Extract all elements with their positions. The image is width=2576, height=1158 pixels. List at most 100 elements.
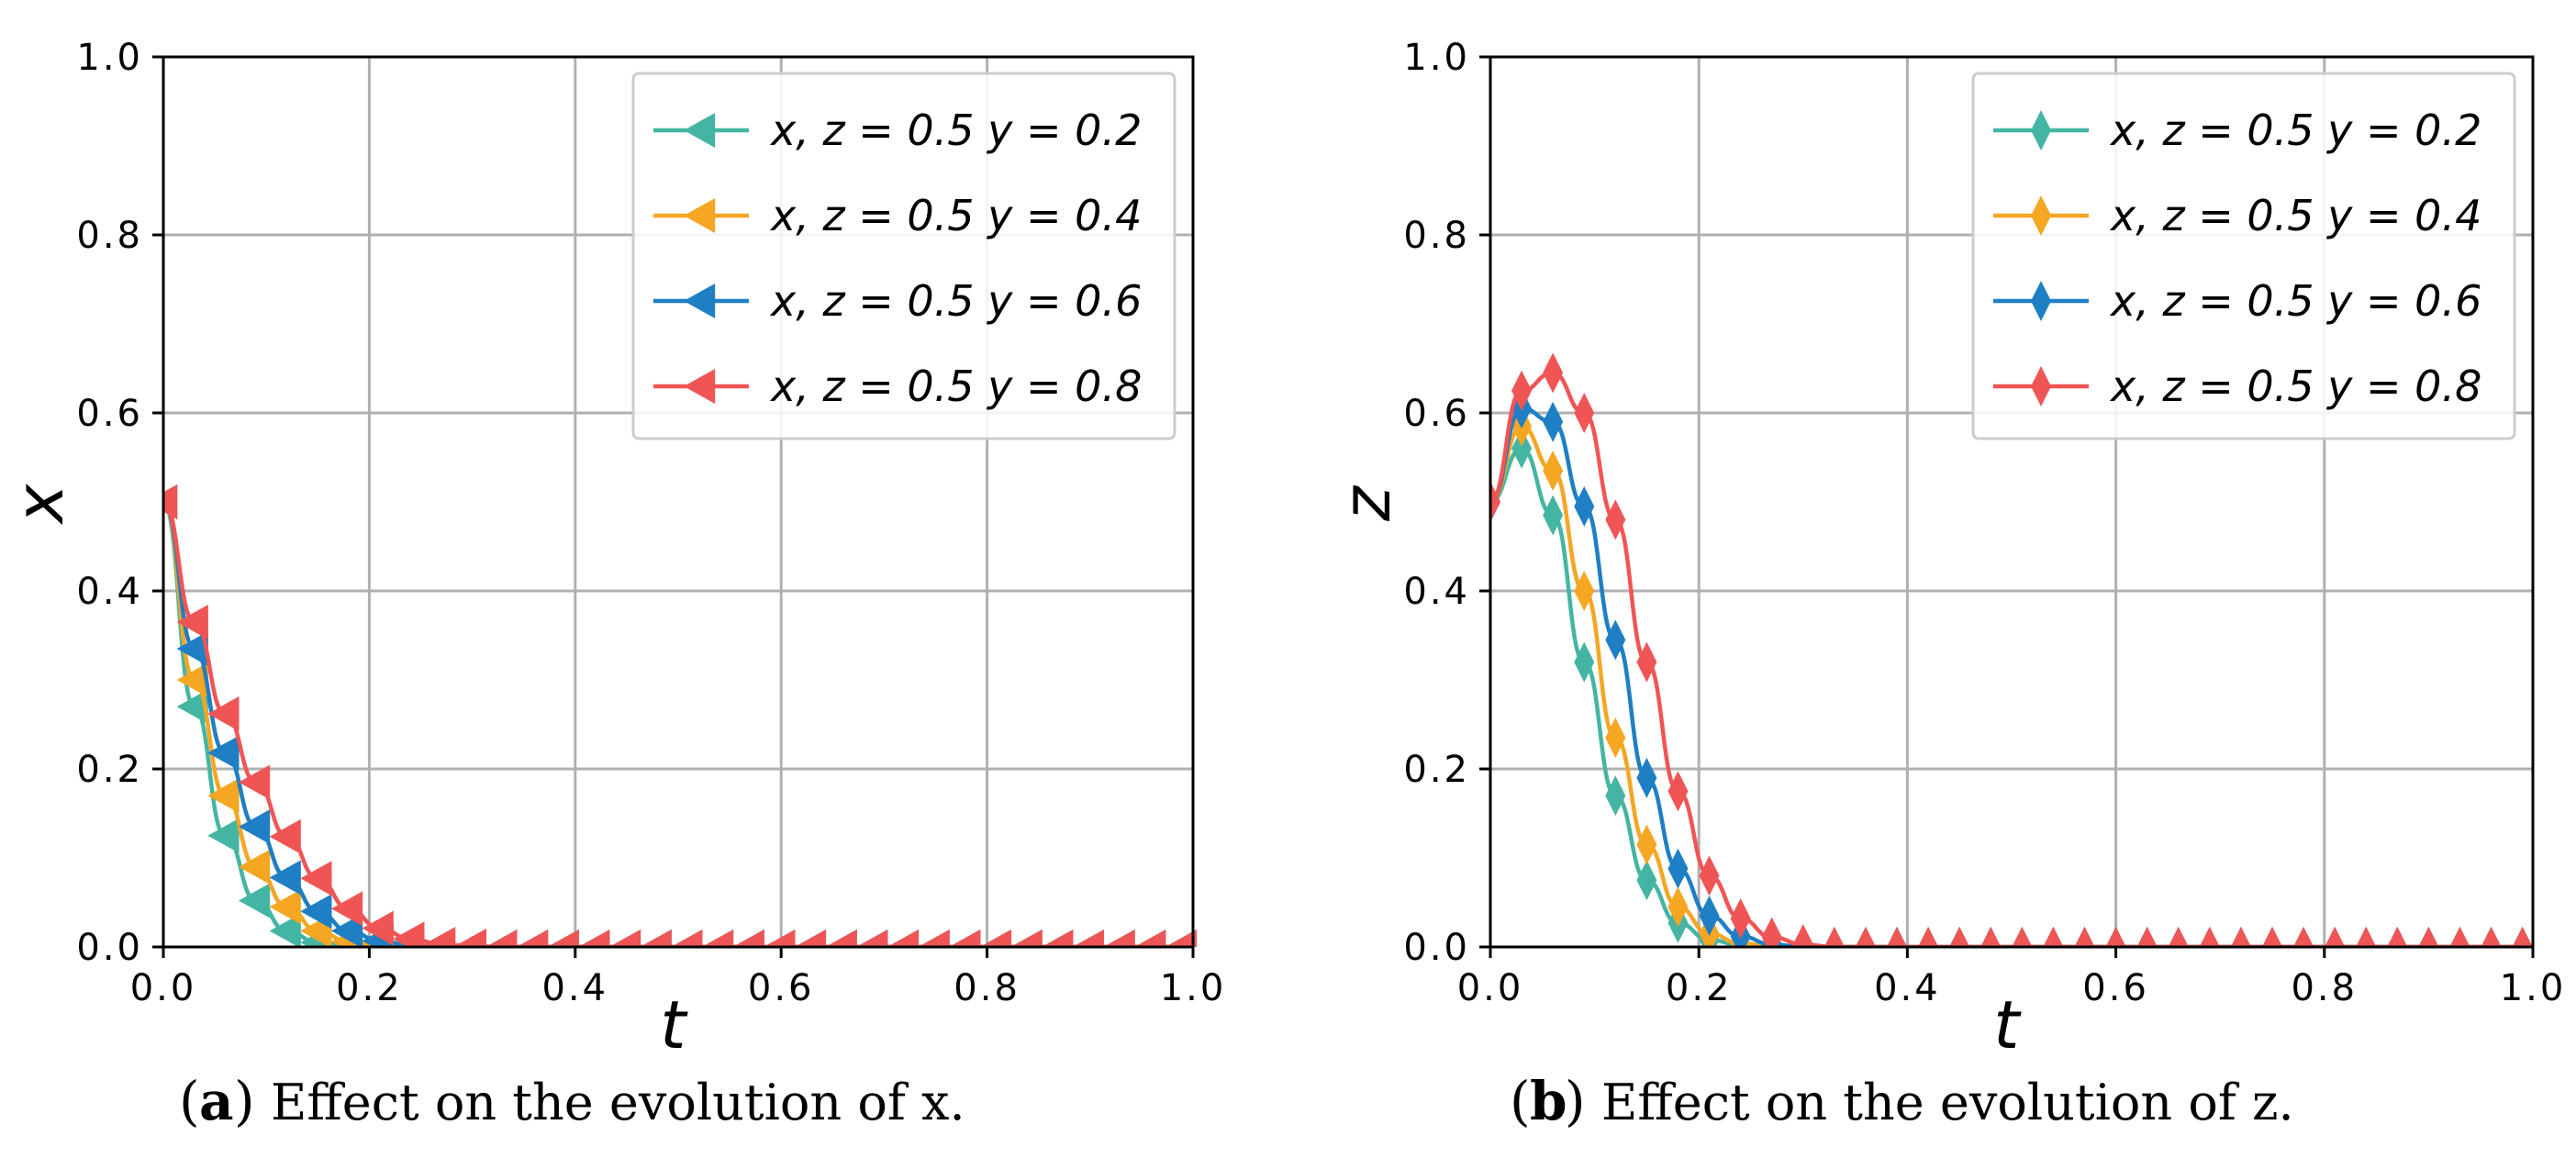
- series-4: [1490, 352, 2533, 947]
- legend-item: x, z = 0.5 y = 0.8: [1993, 362, 2481, 411]
- data-point: [1761, 917, 1782, 947]
- data-point: [207, 778, 240, 814]
- legend-label: x, z = 0.5 y = 0.2: [2109, 106, 2481, 155]
- data-point: [238, 809, 271, 845]
- data-point: [1636, 757, 1657, 798]
- data-point: [1980, 927, 2002, 947]
- data-point: [330, 891, 363, 927]
- caption-close-paren: ): [1565, 1070, 1586, 1132]
- legend-swatch-marker: [684, 369, 716, 404]
- data-point: [2168, 927, 2189, 947]
- data-point: [1605, 718, 1626, 759]
- data-point: [2105, 927, 2126, 947]
- data-point: [1165, 930, 1197, 947]
- data-point: [1574, 571, 1595, 611]
- y-tick-label: 0.6: [1403, 393, 1470, 435]
- y-tick-label: 0.8: [76, 215, 143, 257]
- data-point: [2387, 927, 2408, 947]
- data-point: [516, 930, 549, 947]
- data-point: [2481, 927, 2502, 947]
- data-point: [1792, 924, 1813, 947]
- data-point: [701, 930, 734, 947]
- legend: x, z = 0.5 y = 0.2 x, z = 0.5 y = 0.4 x, z…: [1971, 72, 2516, 440]
- legend-label: x, z = 0.5 y = 0.6: [2109, 276, 2481, 326]
- y-tick-label: 0.4: [1403, 571, 1470, 613]
- legend-item: x, z = 0.5 y = 0.6: [1993, 276, 2481, 326]
- data-point: [1855, 927, 1876, 947]
- x-tick-label: 0.0: [1457, 967, 1524, 1009]
- data-point: [1490, 482, 1500, 522]
- data-point: [485, 930, 518, 947]
- x-tick-label: 1.0: [2500, 967, 2567, 1009]
- x-tick-label: 0.6: [2082, 967, 2149, 1009]
- data-point: [2512, 927, 2533, 947]
- x-tick-label: 0.6: [748, 967, 815, 1009]
- data-point: [269, 913, 301, 947]
- data-point: [238, 764, 271, 800]
- data-point: [547, 930, 579, 947]
- panel-caption: (b) Effect on the evolution of z.: [1510, 1070, 2294, 1132]
- data-point: [2293, 927, 2314, 947]
- data-point: [856, 930, 888, 947]
- y-axis-label: z: [1328, 484, 1405, 522]
- data-point: [578, 930, 610, 947]
- data-point: [1918, 927, 1939, 947]
- y-tick-label: 1.0: [76, 37, 143, 79]
- y-tick-label: 0.2: [1403, 749, 1470, 791]
- data-point: [238, 849, 271, 885]
- data-point: [608, 930, 641, 947]
- caption-open-paren: (: [179, 1070, 200, 1132]
- data-point: [176, 663, 208, 697]
- data-point: [640, 930, 672, 947]
- data-point: [176, 604, 208, 640]
- x-tick-label: 0.4: [541, 967, 608, 1009]
- data-point: [2136, 927, 2158, 947]
- data-point: [1699, 855, 1720, 896]
- data-point: [207, 696, 240, 731]
- x-tick-label: 0.0: [130, 967, 197, 1009]
- data-point: [2262, 927, 2282, 947]
- legend-swatch-marker: [684, 198, 716, 233]
- data-point: [269, 860, 301, 896]
- data-point: [2230, 927, 2251, 947]
- data-point: [1699, 896, 1720, 937]
- data-point: [671, 930, 703, 947]
- legend-label: x, z = 0.5 y = 0.6: [769, 276, 1142, 326]
- legend-box: [631, 72, 1176, 440]
- data-point: [207, 818, 240, 853]
- caption-close-paren: ): [234, 1070, 255, 1132]
- data-point: [330, 913, 363, 947]
- data-point: [1667, 771, 1689, 812]
- series-4: [163, 484, 1197, 947]
- caption-panel-label: a: [199, 1070, 234, 1132]
- data-point: [1574, 393, 1595, 433]
- data-point: [2012, 927, 2033, 947]
- data-point: [238, 883, 271, 919]
- legend-label: x, z = 0.5 y = 0.8: [2109, 362, 2481, 411]
- x-axis-label: t: [660, 986, 688, 1063]
- data-point: [176, 689, 208, 725]
- data-point: [1949, 927, 1970, 947]
- data-point: [1574, 641, 1595, 683]
- data-point: [1636, 641, 1657, 683]
- data-point: [300, 861, 332, 896]
- x-tick-label: 0.2: [336, 967, 403, 1009]
- y-axis-label: x: [1, 483, 78, 525]
- data-point: [1636, 860, 1657, 901]
- y-tick-label: 0.2: [76, 749, 143, 791]
- data-point: [2418, 927, 2439, 947]
- panel-caption: (a) Effect on the evolution of x.: [179, 1070, 965, 1132]
- y-tick-label: 0.8: [1403, 215, 1470, 257]
- data-point: [1511, 370, 1533, 411]
- data-point: [269, 818, 301, 854]
- data-point: [454, 929, 486, 947]
- legend-item: x, z = 0.5 y = 0.8: [653, 362, 1142, 411]
- x-tick-label: 0.8: [2291, 967, 2358, 1009]
- y-tick-label: 0.0: [76, 927, 143, 969]
- data-point: [1543, 401, 1564, 442]
- data-point: [887, 930, 920, 947]
- data-point: [393, 921, 425, 947]
- data-point: [2074, 927, 2095, 947]
- data-point: [1667, 848, 1689, 889]
- data-point: [732, 930, 764, 947]
